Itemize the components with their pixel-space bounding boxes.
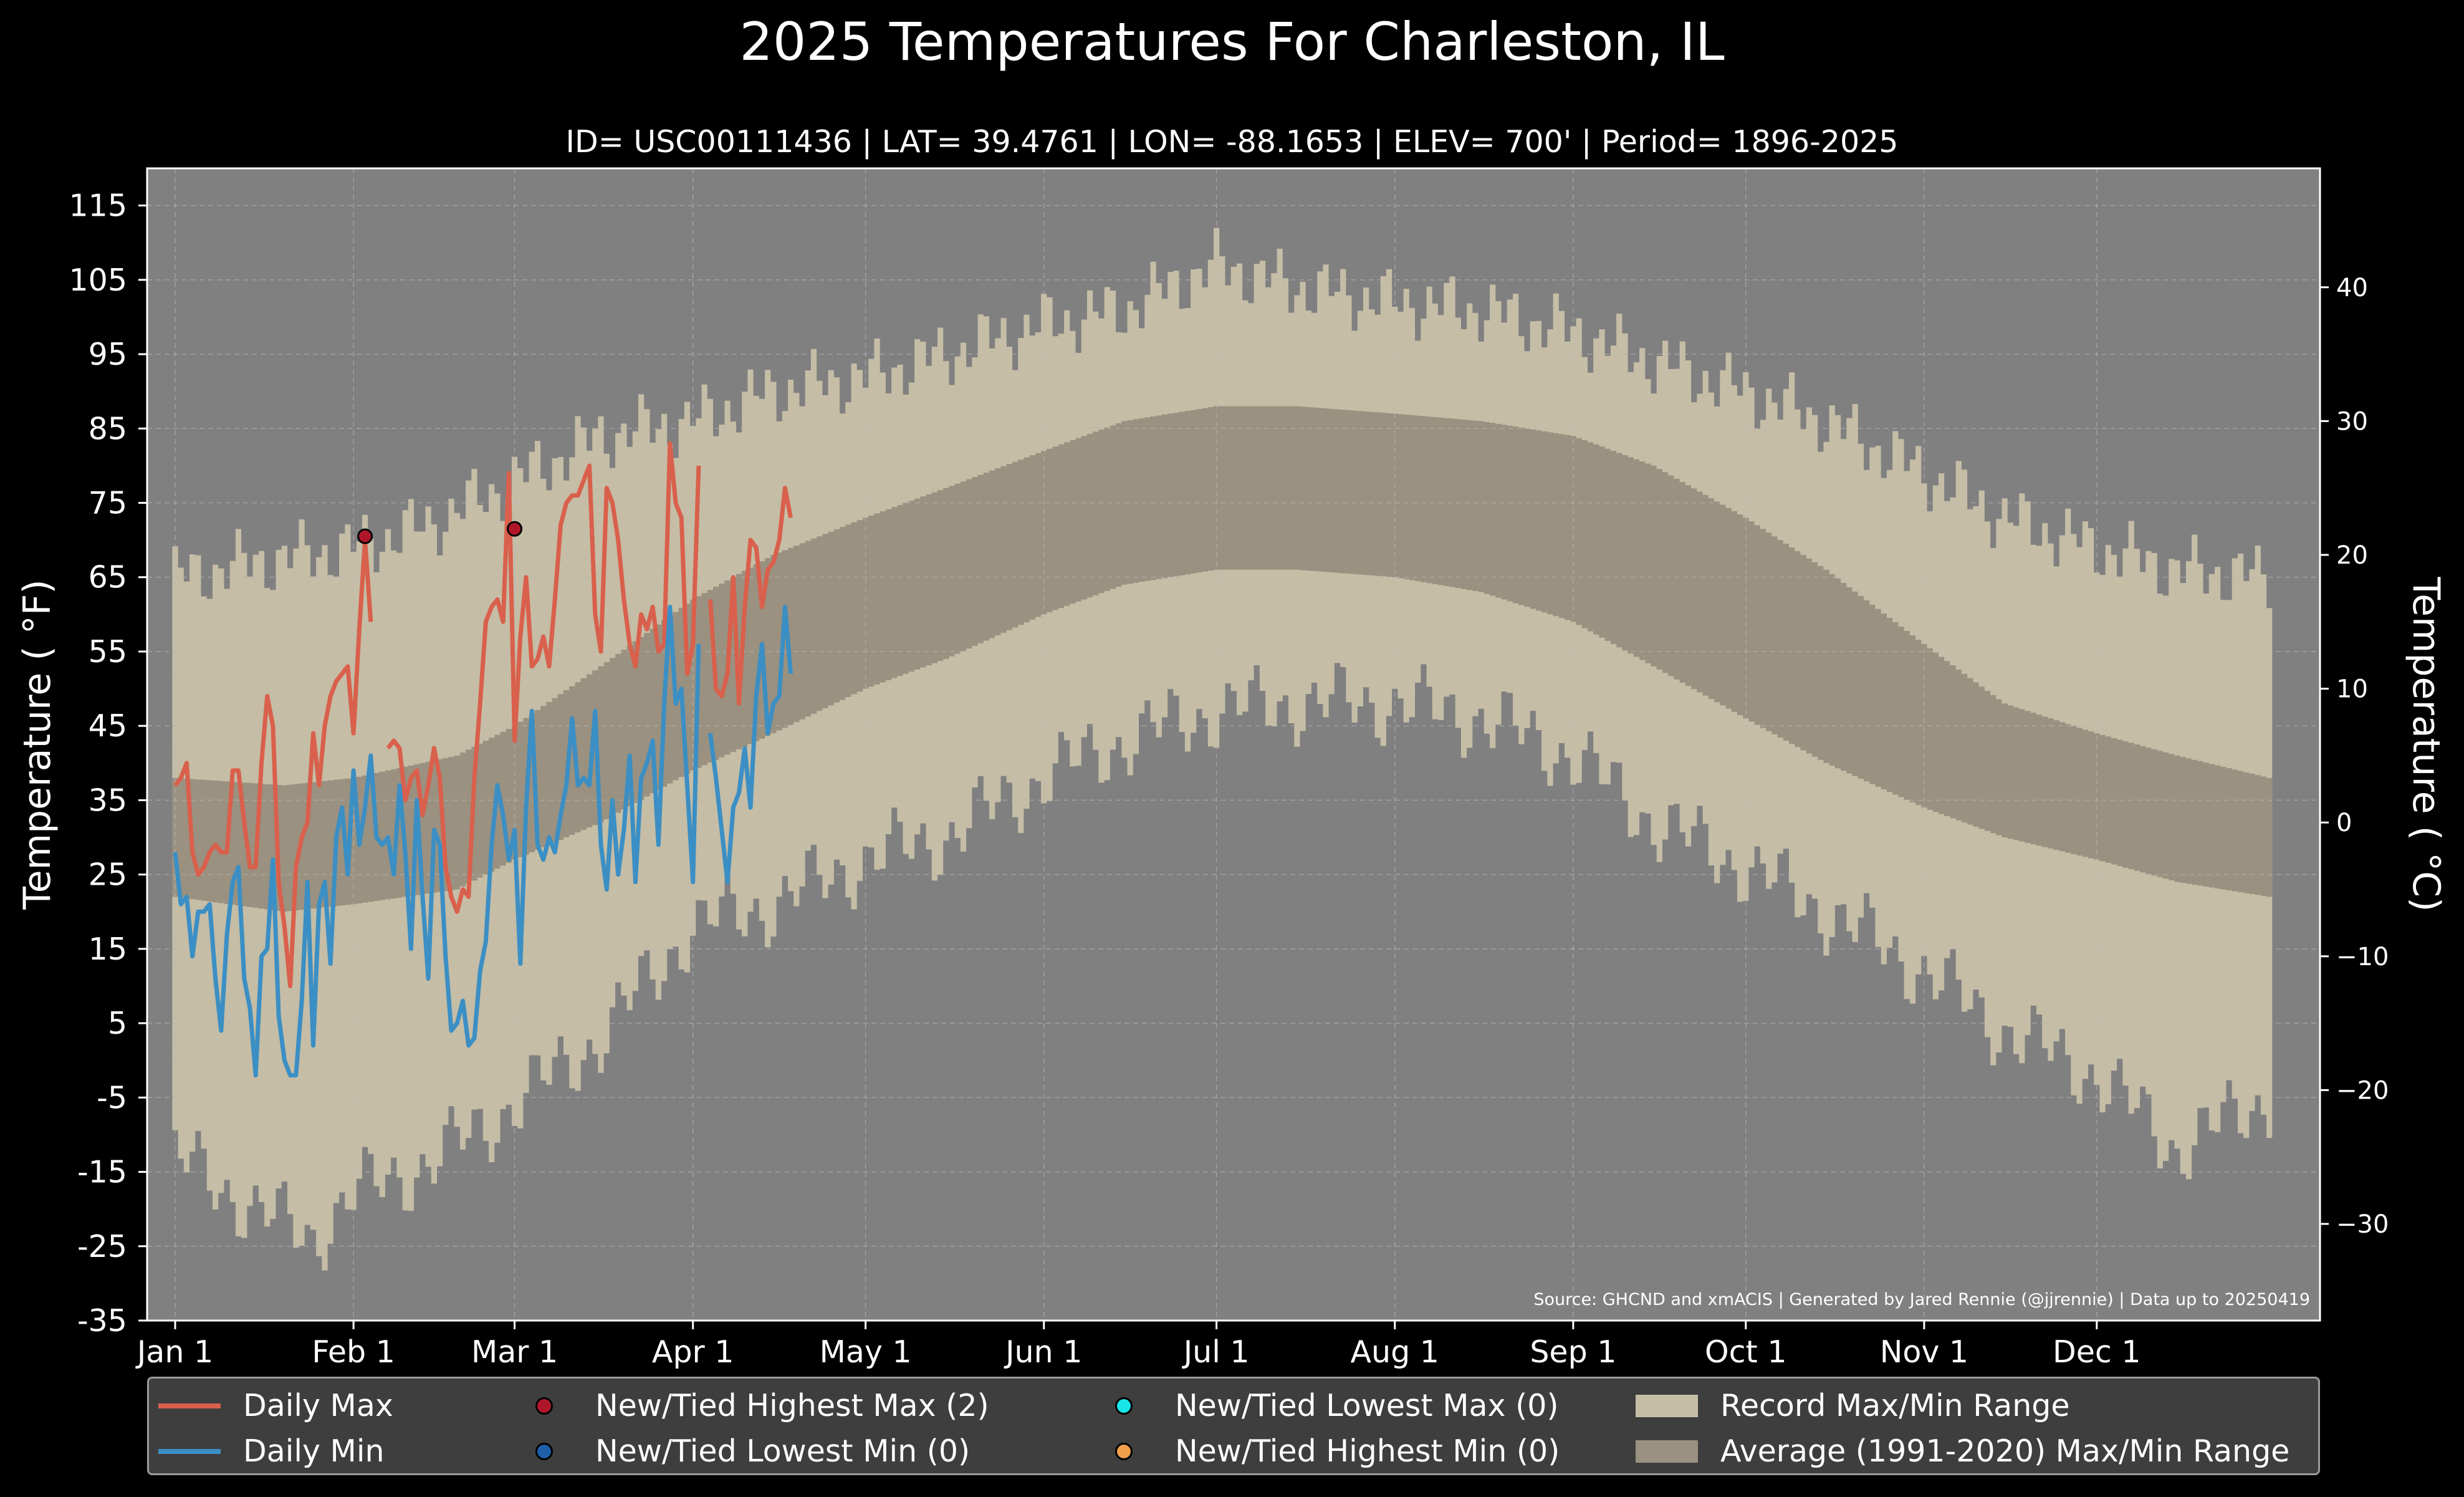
y-axis-left: 115 105 95 85 75 65 55 45 35 25 15 5 -5 -15 -25 -35 (69, 188, 147, 1339)
legend-swatch (535, 1397, 553, 1415)
y-right-tick-label: −10 (2336, 943, 2389, 971)
y-tick-label: 115 (69, 188, 127, 224)
y-right-tick-label: −20 (2336, 1076, 2389, 1105)
legend-item-new-tied-highest-min-0: New/Tied Highest Min (0) (1078, 1433, 1560, 1469)
legend-swatch (158, 1448, 221, 1454)
legend-label: New/Tied Highest Min (0) (1175, 1433, 1560, 1469)
y-tick-label: 5 (108, 1006, 127, 1041)
y-tick-label: -35 (77, 1303, 127, 1339)
gridlines (147, 168, 2320, 1321)
y-tick-label: 15 (89, 931, 127, 967)
legend-label: New/Tied Lowest Max (0) (1175, 1388, 1559, 1423)
legend-label: Daily Min (243, 1433, 385, 1469)
x-tick-label: Jan 1 (135, 1334, 213, 1370)
y-tick-label: -25 (77, 1229, 127, 1264)
record-markers (357, 521, 523, 544)
y-right-tick-label: 30 (2336, 407, 2368, 436)
legend-item-new-tied-lowest-min-0: New/Tied Lowest Min (0) (498, 1433, 970, 1469)
y-right-tick-label: −30 (2336, 1210, 2389, 1239)
legend-item-record-max-min-range: Record Max/Min Range (1636, 1388, 2070, 1423)
y-tick-label: 75 (89, 486, 127, 521)
legend-item-average-1991-2020-max-min-range: Average (1991-2020) Max/Min Range (1636, 1433, 2289, 1469)
legend-label: Average (1991-2020) Max/Min Range (1720, 1433, 2290, 1469)
y-tick-label: -15 (77, 1155, 127, 1190)
y-right-tick-label: 40 (2336, 274, 2368, 302)
legend-swatch (1636, 1440, 1698, 1463)
legend-label: Record Max/Min Range (1720, 1388, 2070, 1423)
x-tick-label: Dec 1 (2053, 1334, 2141, 1370)
legend-swatch (535, 1442, 553, 1460)
x-tick-label: Feb 1 (312, 1334, 395, 1370)
y-tick-label: 45 (89, 708, 127, 744)
legend-label: New/Tied Highest Max (2) (595, 1388, 989, 1423)
legend-label: Daily Max (243, 1388, 393, 1423)
legend-swatch (1115, 1397, 1133, 1415)
legend-swatch (1115, 1442, 1133, 1460)
y-tick-label: 25 (89, 857, 127, 893)
legend-label: New/Tied Lowest Min (0) (595, 1433, 971, 1469)
chart-subtitle: ID= USC00111436 | LAT= 39.4761 | LON= -8… (565, 124, 1899, 160)
legend-swatch (158, 1403, 221, 1408)
daily-max-line (173, 441, 793, 988)
y-tick-label: 55 (89, 634, 127, 670)
daily-min-line (173, 604, 793, 1078)
legend-item-new-tied-lowest-max-0: New/Tied Lowest Max (0) (1078, 1388, 1559, 1423)
y-tick-label: 35 (89, 782, 127, 818)
x-tick-label: Apr 1 (652, 1334, 734, 1370)
legend-item-daily-min: Daily Min (158, 1433, 385, 1469)
y-axis-right: 40 30 20 10 0 −10 −20 −30 (2320, 274, 2389, 1239)
average-range-area (172, 406, 2273, 912)
x-tick-label: Mar 1 (471, 1334, 558, 1370)
legend-item-daily-max: Daily Max (158, 1388, 393, 1423)
x-tick-label: Jul 1 (1182, 1334, 1250, 1370)
legend-swatch (1636, 1394, 1698, 1417)
x-axis: Jan 1 Feb 1 Mar 1 Apr 1 May 1 Jun 1 Jul 1 Aug 1… (135, 1321, 2141, 1370)
y-axis-label-right: Temperature ( °C) (2404, 577, 2448, 912)
y-tick-label: 105 (69, 262, 127, 298)
plot-frame (146, 167, 2321, 1322)
legend: Daily Max Daily Min New/Tied Highest Max (… (147, 1377, 2320, 1475)
y-right-tick-label: 20 (2336, 541, 2368, 570)
x-tick-label: Sep 1 (1530, 1334, 1616, 1370)
x-tick-label: Aug 1 (1351, 1334, 1439, 1370)
y-tick-label: 95 (89, 337, 127, 372)
x-tick-label: Nov 1 (1880, 1334, 1968, 1370)
chart-title: 2025 Temperatures For Charleston, IL (739, 11, 1725, 72)
y-axis-label-left: Temperature ( °F) (16, 579, 59, 910)
y-right-tick-label: 0 (2336, 809, 2352, 837)
x-tick-label: May 1 (820, 1334, 912, 1370)
legend-item-new-tied-highest-max-2: New/Tied Highest Max (2) (498, 1388, 989, 1423)
source-note: Source: GHCND and xmACIS | Generated by … (1533, 1290, 2310, 1309)
y-tick-label: -5 (97, 1080, 127, 1115)
x-tick-label: Jun 1 (1004, 1334, 1082, 1370)
new-highest-max-marker (357, 528, 373, 544)
new-highest-max-marker (507, 521, 523, 537)
x-tick-label: Oct 1 (1705, 1334, 1786, 1370)
y-tick-label: 85 (89, 411, 127, 446)
y-tick-label: 65 (89, 560, 127, 595)
y-right-tick-label: 10 (2336, 675, 2368, 704)
